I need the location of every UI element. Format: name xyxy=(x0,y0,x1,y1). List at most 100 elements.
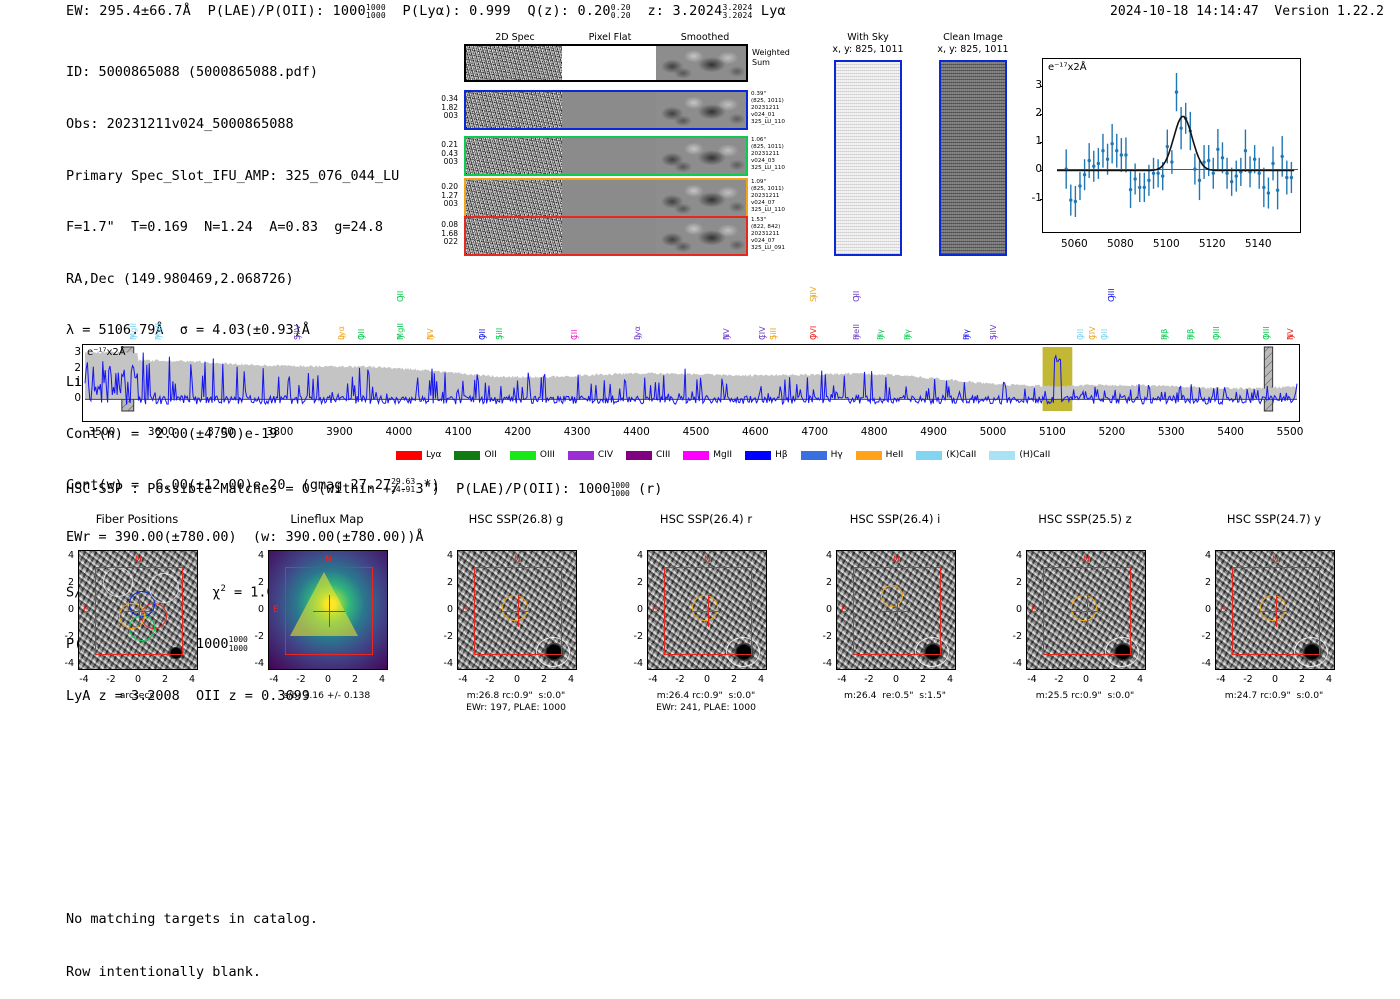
cutout-row: Fiber Positions N E 4 2 0 -2 -4 -4 -2 0 2 4 arcsecs Li… xyxy=(0,512,1400,747)
spectrum-line-brace: } xyxy=(494,334,504,340)
with-sky-coords: x, y: 825, 1011 xyxy=(832,43,904,55)
legend-label: MgII xyxy=(713,450,733,460)
info-id: ID: 5000865088 (5000865088.pdf) xyxy=(66,64,318,81)
spectrum-x-tick: 3700 xyxy=(207,426,234,438)
cutout-x-tick: -2 xyxy=(675,674,685,685)
cutout-caption: m:26.4 rc:0.9" s:0.0" EWr: 241, PLAE: 10… xyxy=(656,690,756,713)
cutout-x-tick: 0 xyxy=(1082,674,1090,685)
legend-swatch xyxy=(454,450,481,460)
cutout-x-tick: 0 xyxy=(892,674,900,685)
cutout-x-tick: -2 xyxy=(485,674,495,685)
cutout-x-tick: -4 xyxy=(837,674,847,685)
spectrum-line-brace: } xyxy=(851,334,861,340)
header-qz-value: 0.20 xyxy=(577,3,611,19)
spectrum-x-tick: 4000 xyxy=(385,426,413,438)
footer-message: No matching targets in catalog. Row inte… xyxy=(66,876,318,999)
linefit-y-tick-mark xyxy=(1040,198,1043,200)
cutout-source-blob xyxy=(167,647,185,659)
legend-label: (K)CaII xyxy=(946,450,977,460)
spectrum-x-tick: 4400 xyxy=(623,426,650,438)
cutout-x-tick: -2 xyxy=(1243,674,1253,685)
source-marker-circle xyxy=(536,637,570,667)
spectrum-line-brace: } xyxy=(1211,334,1221,340)
linefit-y-tick: 1 xyxy=(1035,135,1042,148)
cutout-caption: s/b: 3.16 +/- 0.138 xyxy=(283,690,371,701)
cutout-y-tick: -2 xyxy=(254,631,264,642)
cutout-y-tick: 2 xyxy=(1015,577,1022,588)
spectrum-line-brace: } xyxy=(1087,334,1097,340)
info-plae-range: 1000 1000 xyxy=(228,635,248,653)
linefit-x-tick: 5080 xyxy=(1106,238,1134,250)
compass-e-label: E xyxy=(1031,605,1037,615)
legend-swatch xyxy=(916,450,943,460)
compass-e-label: E xyxy=(841,605,847,615)
aperture-circle xyxy=(881,585,903,607)
spec2d-row-left-label: 0.34 1.82 003 xyxy=(441,94,458,121)
spec2d-weighted-sum-label: Weighted Sum xyxy=(752,48,790,67)
spectrum-x-tick: 5200 xyxy=(1098,426,1126,438)
header-plae-value: 1000 xyxy=(332,3,366,19)
spec2d-weighted-sum-row xyxy=(464,44,748,82)
legend-label: HeII xyxy=(885,450,904,460)
legend-item: MgII xyxy=(683,450,732,460)
linefit-flux-unit: e⁻¹⁷x2Å xyxy=(1048,62,1087,73)
version-label: Version 1.22.2 xyxy=(1274,4,1384,19)
spec2d-row-frame xyxy=(464,178,748,218)
spectrum-x-tick: 4200 xyxy=(504,426,532,438)
spectrum-line-brace: } xyxy=(396,294,406,300)
cutout-y-tick: 2 xyxy=(446,577,453,588)
cutout-x-tick: 2 xyxy=(919,674,927,685)
legend-label: CIII xyxy=(656,450,671,460)
spectrum-x-tick: 4900 xyxy=(920,426,947,438)
legend-item: (K)CaII xyxy=(916,450,976,460)
with-sky-image xyxy=(834,60,902,256)
cutout-title: HSC SSP(26.4) i xyxy=(849,512,941,526)
hsc-ssp-header: HSC-SSP : Possible Matches = 0 (within +… xyxy=(66,480,663,498)
spectrum-line-brace: } xyxy=(758,334,768,340)
compass-e-label: E xyxy=(1220,605,1226,615)
source-marker-circle xyxy=(1105,637,1139,667)
spectrum-x-tick: 3600 xyxy=(147,426,175,438)
spectrum-line-brace: } xyxy=(1107,294,1117,300)
spec2d-row-frame xyxy=(464,90,748,130)
cutout-crosshair-v xyxy=(138,595,140,627)
legend-swatch xyxy=(683,450,710,460)
spec2d-title-smoothed: Smoothed xyxy=(680,32,730,43)
spectrum-line-brace: } xyxy=(808,334,818,340)
spectrum-line-brace: } xyxy=(1286,334,1296,340)
spectrum-line-brace: } xyxy=(293,334,303,340)
spec2d-row-right-label: 1.09" (825, 1011) 20231211 v024_07 325_L… xyxy=(751,179,785,213)
cutout-y-tick: 4 xyxy=(1015,550,1022,561)
fiber-circle xyxy=(119,603,145,629)
spectrum-line-labels: MgII} MgII} SiIV} Lyα} OII} MgII} NV} OII} SiII}… xyxy=(82,272,1300,344)
spectrum-line-brace: } xyxy=(478,334,488,340)
compass-n-label: N xyxy=(325,555,332,565)
cutout-caption: m:24.7 rc:0.9" s:0.0" xyxy=(1224,690,1324,701)
legend-item: Lyα xyxy=(396,450,441,460)
cutout-y-tick: 4 xyxy=(257,550,264,561)
cutout-y-tick: 4 xyxy=(1204,550,1211,561)
clean-image-title: Clean Image xyxy=(943,32,1003,43)
spectrum-x-tick: 4800 xyxy=(860,426,888,438)
footer-line-1: No matching targets in catalog. xyxy=(66,911,318,927)
header-plya-value: 0.999 xyxy=(469,3,511,19)
spectrum-line-brace: } xyxy=(1185,334,1195,340)
header-qz-label: Q(z): xyxy=(527,3,570,19)
cutout-y-tick: -4 xyxy=(64,658,74,669)
cutout-x-tick: 4 xyxy=(1325,674,1333,685)
compass-n-label: N xyxy=(893,555,900,565)
info-ewr: EWr = 390.00(±780.00) (w: 390.00(±780.00… xyxy=(66,529,424,546)
aperture-circle xyxy=(502,595,528,621)
legend-swatch xyxy=(745,450,772,460)
cutout-y-tick: 2 xyxy=(67,577,74,588)
spectrum-line-brace: } xyxy=(989,334,998,340)
gmag-range: 29.63 24.91 xyxy=(391,476,416,495)
cutout-x-tick: -2 xyxy=(296,674,306,685)
cutout-title: Fiber Positions xyxy=(95,512,179,526)
cutout-y-tick: -4 xyxy=(822,658,832,669)
cutout-y-tick: 2 xyxy=(636,577,643,588)
header-plya-label: P(Lyα): xyxy=(402,3,461,19)
cutout-x-tick: 2 xyxy=(730,674,738,685)
spec2d-title-pixelflat: Pixel Flat xyxy=(588,32,632,43)
